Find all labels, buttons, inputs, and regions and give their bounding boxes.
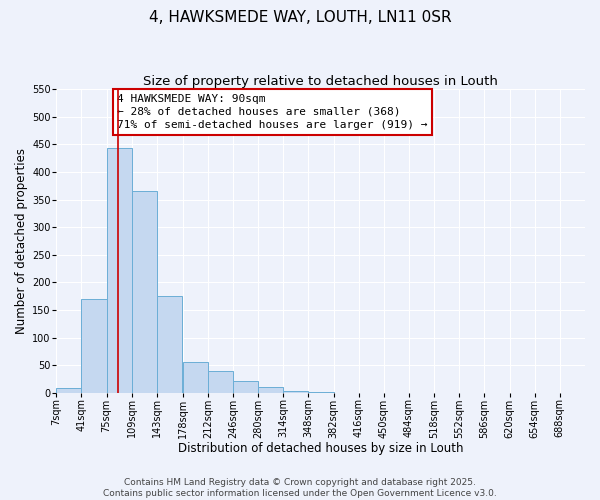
Bar	[258, 388, 283, 393]
Y-axis label: Number of detached properties: Number of detached properties	[15, 148, 28, 334]
Text: Contains HM Land Registry data © Crown copyright and database right 2025.
Contai: Contains HM Land Registry data © Crown c…	[103, 478, 497, 498]
Bar	[233, 380, 258, 393]
Bar	[157, 296, 182, 393]
X-axis label: Distribution of detached houses by size in Louth: Distribution of detached houses by size …	[178, 442, 463, 455]
Title: Size of property relative to detached houses in Louth: Size of property relative to detached ho…	[143, 75, 498, 88]
Bar	[107, 148, 132, 393]
Bar	[132, 192, 157, 393]
Bar	[308, 392, 334, 393]
Bar	[82, 299, 107, 393]
Bar	[208, 370, 233, 393]
Text: 4 HAWKSMEDE WAY: 90sqm
← 28% of detached houses are smaller (368)
71% of semi-de: 4 HAWKSMEDE WAY: 90sqm ← 28% of detached…	[117, 94, 428, 130]
Text: 4, HAWKSMEDE WAY, LOUTH, LN11 0SR: 4, HAWKSMEDE WAY, LOUTH, LN11 0SR	[149, 10, 451, 25]
Bar	[56, 388, 82, 393]
Bar	[283, 391, 308, 393]
Bar	[183, 362, 208, 393]
